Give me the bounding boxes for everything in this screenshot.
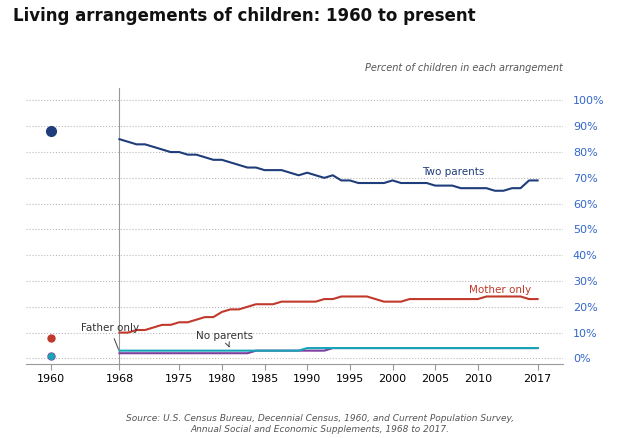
Text: Percent of children in each arrangement: Percent of children in each arrangement <box>365 63 563 73</box>
Text: No parents: No parents <box>196 331 253 347</box>
Text: Father only: Father only <box>81 323 139 350</box>
Text: Mother only: Mother only <box>469 285 531 295</box>
Text: Two parents: Two parents <box>422 166 484 177</box>
Text: Living arrangements of children: 1960 to present: Living arrangements of children: 1960 to… <box>13 7 476 25</box>
Text: Source: U.S. Census Bureau, Decennial Census, 1960, and Current Population Surve: Source: U.S. Census Bureau, Decennial Ce… <box>126 414 514 434</box>
